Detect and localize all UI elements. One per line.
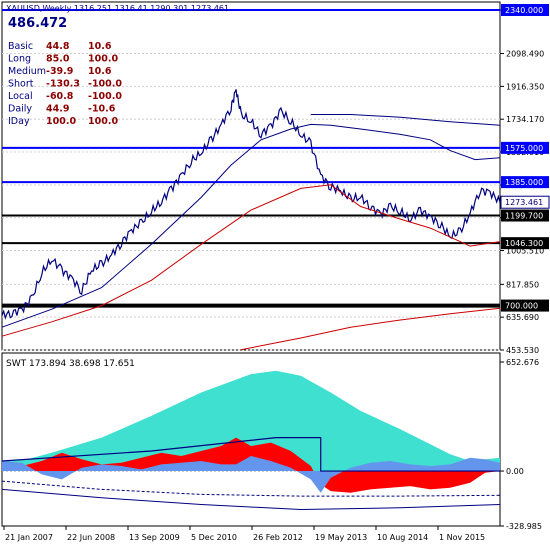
y-tick-label-3: 1734.170 xyxy=(506,115,544,124)
level-label-5: 700.000 xyxy=(505,302,538,311)
swt-tick-label-0: 652.676 xyxy=(506,358,539,367)
swt-series xyxy=(1,370,501,511)
price-big: 486.472 xyxy=(8,16,67,31)
x-tick-label-7: 1 Nov 2015 xyxy=(439,533,485,542)
indicator-v1-long: 85.0 xyxy=(46,54,70,65)
level-label-2: 1385.000 xyxy=(505,178,543,187)
series-ma-mid xyxy=(1,123,501,328)
level-label-bg-1 xyxy=(501,141,549,154)
indicator-v1-basic: 44.8 xyxy=(46,41,70,52)
level-label-bg-4 xyxy=(501,237,549,250)
indicator-name-daily: Daily xyxy=(8,104,32,115)
indicator-name-basic: Basic xyxy=(8,41,33,52)
x-tick-label-2: 13 Sep 2009 xyxy=(129,533,180,542)
y-tick-label-7: 1005.510 xyxy=(506,247,544,256)
swt-tick-label-1: 0.00 xyxy=(506,467,524,476)
indicator-v2-short: -100.0 xyxy=(88,79,122,90)
swt-y-axis: 652.676 0.00 -328.985 xyxy=(500,358,542,531)
symbol-line: XAUUSD,Weekly 1316.251 1316.41 1290.301 … xyxy=(6,4,229,13)
indicator-v1-short: -130.3 xyxy=(46,79,80,90)
level-label-bg-3 xyxy=(501,209,549,222)
series-price xyxy=(1,89,501,320)
y-tick-label-1: 2098.490 xyxy=(506,50,544,59)
y-tick-label-2: 1916.350 xyxy=(506,82,544,91)
swt-tick-label-2: -328.985 xyxy=(506,522,542,531)
series-ma-long xyxy=(1,184,501,337)
x-axis: 21 Jan 2007 22 Jun 2008 13 Sep 2009 5 Dec 2… xyxy=(3,526,485,542)
level-label-0: 2340.000 xyxy=(505,6,543,15)
level-label-bg-0 xyxy=(501,4,549,16)
level-label-3: 1199.700 xyxy=(505,212,543,221)
series-ma-very-long xyxy=(240,307,501,351)
indicator-table: Basic 44.8 10.6 Long 85.0 100.0 Medium -39.9 10.… xyxy=(8,41,122,127)
level-label-bg-5 xyxy=(501,299,549,312)
swt-title: SWT 173.894 38.698 17.651 xyxy=(6,359,135,369)
indicator-v1-iday: 100.0 xyxy=(46,116,76,127)
indicator-name-long: Long xyxy=(8,54,31,65)
indicator-v2-iday: 100.0 xyxy=(88,116,118,127)
swt-blue-area xyxy=(2,456,500,493)
x-tick-label-0: 21 Jan 2007 xyxy=(5,533,53,542)
indicator-v2-medium: 10.6 xyxy=(88,66,112,77)
x-tick-label-1: 22 Jun 2008 xyxy=(67,533,115,542)
indicator-name-medium: Medium xyxy=(8,66,46,77)
x-tick-label-3: 5 Dec 2010 xyxy=(191,533,237,542)
y-tick-label-9: 635.690 xyxy=(506,313,539,322)
level-label-bg-2 xyxy=(501,176,549,189)
series-ma-top xyxy=(310,114,501,126)
swt-dashed-line xyxy=(1,480,501,497)
swt-step-line xyxy=(1,437,500,472)
x-tick-label-5: 19 May 2013 xyxy=(315,533,367,542)
current-price-label: 1273.461 xyxy=(505,198,543,207)
indicator-name-short: Short xyxy=(8,79,34,90)
y-tick-label-8: 817.850 xyxy=(506,280,539,289)
indicator-v2-local: -100.0 xyxy=(88,91,122,102)
indicator-v1-local: -60.8 xyxy=(46,91,74,102)
current-price-bg xyxy=(500,195,550,209)
swt-lower-line xyxy=(1,488,501,511)
level-label-1: 1575.000 xyxy=(505,144,543,153)
indicator-v2-long: 100.0 xyxy=(88,54,118,65)
y-tick-label-10: 453.530 xyxy=(506,346,539,355)
x-tick-label-4: 26 Feb 2012 xyxy=(253,533,303,542)
swt-cyan-area xyxy=(2,370,500,472)
indicator-name-iday: IDay xyxy=(8,116,30,127)
indicator-v1-daily: 44.9 xyxy=(46,104,69,115)
x-tick-label-6: 10 Aug 2014 xyxy=(377,533,428,542)
level-label-4: 1046.300 xyxy=(505,239,543,248)
indicator-v1-medium: -39.9 xyxy=(46,66,73,77)
indicator-v2-daily: -10.6 xyxy=(88,104,116,115)
main-series xyxy=(1,89,501,351)
indicator-name-local: Local xyxy=(8,91,33,102)
main-level-labels: 2340.000 1575.000 1385.000 1199.700 1046.300… xyxy=(500,4,550,312)
indicator-v2-basic: 10.6 xyxy=(88,41,112,52)
main-pane xyxy=(1,1,501,351)
